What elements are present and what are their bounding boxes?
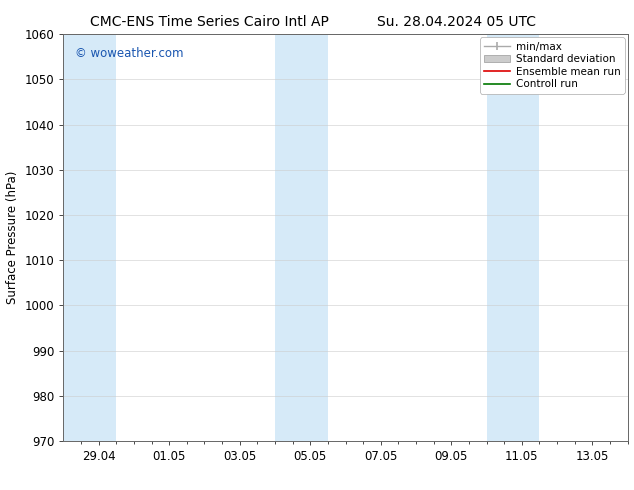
Y-axis label: Surface Pressure (hPa): Surface Pressure (hPa): [6, 171, 19, 304]
Bar: [63, 34, 116, 441]
Bar: [487, 34, 540, 441]
Text: CMC-ENS Time Series Cairo Intl AP: CMC-ENS Time Series Cairo Intl AP: [90, 15, 328, 29]
Bar: [275, 34, 328, 441]
Text: © woweather.com: © woweather.com: [75, 47, 183, 59]
Text: Su. 28.04.2024 05 UTC: Su. 28.04.2024 05 UTC: [377, 15, 536, 29]
Legend: min/max, Standard deviation, Ensemble mean run, Controll run: min/max, Standard deviation, Ensemble me…: [480, 37, 624, 94]
